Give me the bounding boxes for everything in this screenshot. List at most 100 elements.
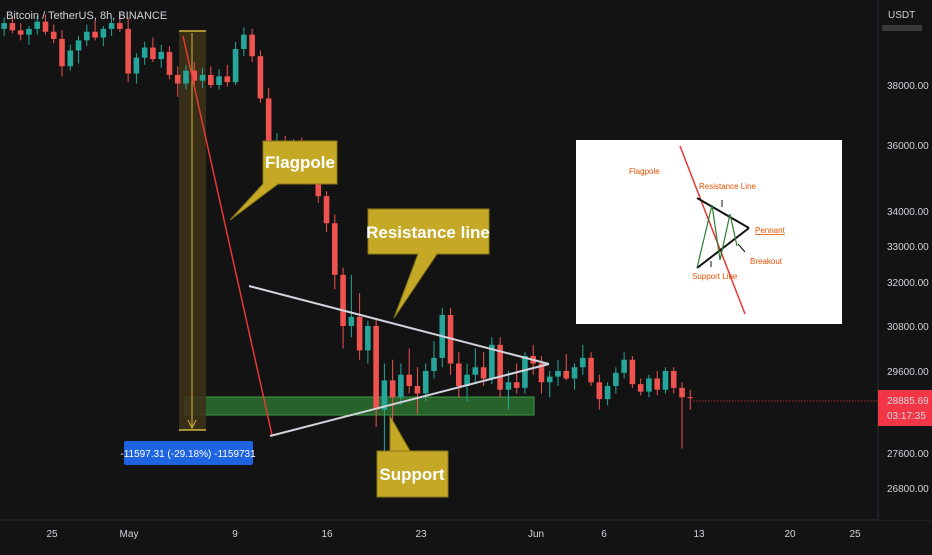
candle-body (513, 382, 520, 388)
candle-body (315, 178, 322, 197)
inset-pennant-label: Pennant (755, 226, 786, 235)
x-tick-label: 25 (849, 529, 861, 540)
measure-label-box (124, 441, 253, 465)
candle-body (381, 380, 388, 410)
candle-body (117, 23, 123, 29)
candle-body (265, 98, 272, 152)
y-axis: USDT26800.0027600.0028800.0029600.003080… (877, 0, 932, 520)
candle-body (406, 374, 412, 386)
candle-body (629, 359, 636, 385)
x-tick-label: 20 (784, 529, 796, 540)
candle-body (654, 378, 660, 390)
resistance-callout-box (367, 208, 490, 319)
measure-label: -11597.31 (-29.18%) -1159731 (120, 449, 256, 460)
inset-resistance (696, 197, 750, 229)
price-tag-box (878, 390, 932, 426)
candle-body (249, 34, 255, 57)
candle-body (241, 34, 247, 50)
candle-body (356, 316, 363, 351)
inset-bg (576, 140, 842, 324)
y-tick-label: 33000.00 (887, 242, 929, 253)
callouts: Flagpole Resistance line Support -11597.31 … (120, 140, 490, 498)
x-tick-label: 16 (321, 529, 333, 540)
candle-body (174, 74, 181, 84)
support-callout-box (376, 414, 449, 498)
candle-body (208, 74, 214, 85)
resistance-line (248, 285, 550, 365)
candle-body (26, 28, 32, 35)
candle-body (621, 359, 627, 373)
y-tick-label: 32000.00 (887, 278, 929, 289)
y-tick-label: 38000.00 (887, 81, 929, 92)
y-tick-label: 26800.00 (887, 484, 929, 495)
y-tick-label: 36000.00 (887, 141, 929, 152)
candle-body (348, 316, 355, 326)
price-tag-price: 28885.69 (887, 396, 929, 407)
inset-zigzag (696, 204, 738, 269)
candle-body (365, 326, 371, 351)
candle-body (199, 74, 206, 81)
support-callout: Support (379, 465, 444, 484)
candle-body (538, 363, 545, 383)
candle-body (191, 70, 198, 81)
x-tick-label: Jun (528, 529, 544, 540)
x-tick-label: 6 (601, 529, 607, 540)
candle-body (637, 384, 644, 392)
y-tick-label: 30800.00 (887, 322, 929, 333)
candle-body (563, 371, 570, 379)
chart-title: Bitcoin / TetherUS, 8h, BINANCE (6, 10, 168, 22)
inset-resistance-label: Resistance Line (699, 182, 756, 191)
candle-body (224, 76, 231, 83)
candle-body (464, 374, 470, 386)
candle-body (332, 223, 338, 275)
candle-body (571, 367, 578, 379)
candle-body (505, 382, 512, 390)
candle-body (613, 372, 619, 386)
candle-body (398, 374, 404, 398)
overlays (179, 30, 535, 431)
candle-body (422, 371, 429, 394)
y-axis-unit: USDT (888, 10, 915, 21)
candle-body (108, 23, 115, 29)
candle-body (670, 371, 677, 388)
candle-body (604, 386, 611, 400)
candle-body (133, 57, 140, 74)
candle-body (232, 49, 239, 83)
candle-body (183, 70, 189, 84)
candle-body (489, 344, 495, 379)
inset-flagpole-line (679, 145, 746, 315)
x-tick-label: 13 (693, 529, 705, 540)
candle-body (555, 371, 561, 377)
candle-body (34, 21, 40, 29)
candle-body (158, 51, 164, 60)
candle-body (92, 31, 98, 38)
flagpole-callout: Flagpole (265, 153, 335, 172)
candle-body (9, 23, 16, 31)
x-tick-label: 23 (415, 529, 427, 540)
candle-body (662, 371, 669, 390)
flagpole-callout-box (229, 140, 338, 221)
candle-body (150, 47, 156, 60)
candle-body (456, 363, 462, 386)
x-tick-label: 25 (46, 529, 58, 540)
inset-support-label: Support Line (692, 272, 738, 281)
candle-body (257, 56, 264, 99)
candle-body (687, 397, 694, 399)
y-tick-label: 34000.00 (887, 207, 929, 218)
measure-arrow-head (187, 419, 197, 430)
candle-body (497, 344, 503, 390)
inset-flagpole-label: Flagpole (629, 167, 660, 176)
candle-body (125, 28, 131, 74)
candle-body (59, 38, 65, 67)
y-axis-bg (878, 0, 932, 520)
candle-body (17, 30, 24, 35)
support-line (269, 363, 550, 437)
candle-body (580, 357, 586, 368)
y-tick-label: 29600.00 (887, 367, 929, 378)
candle-body (546, 376, 553, 383)
candle-body (414, 386, 421, 394)
candle-body (480, 367, 487, 379)
price-tag-countdown: 03:17:35 (887, 411, 926, 422)
